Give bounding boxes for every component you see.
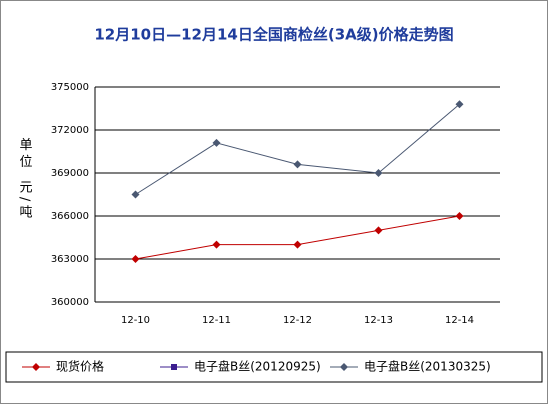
y-tick-label: 366000 xyxy=(51,211,89,222)
legend-box xyxy=(5,351,543,383)
x-tick-label: 12-13 xyxy=(364,315,393,326)
marker xyxy=(293,160,302,169)
marker xyxy=(455,212,464,220)
y-tick-label: 363000 xyxy=(51,254,89,265)
marker xyxy=(455,100,464,109)
marker xyxy=(131,255,140,263)
y-tick-label: 375000 xyxy=(51,82,89,93)
x-tick-label: 12-10 xyxy=(121,315,150,326)
y-tick-label: 372000 xyxy=(51,125,89,136)
marker xyxy=(212,138,221,147)
marker xyxy=(212,240,221,249)
x-tick-label: 12-11 xyxy=(202,315,231,326)
y-tick-label: 369000 xyxy=(51,168,89,179)
legend-marker xyxy=(171,364,177,370)
legend-marker xyxy=(340,363,348,371)
marker xyxy=(131,190,140,199)
chart-title: 12月10日—12月14日全国商检丝(3A级)价格走势图 xyxy=(94,26,453,44)
y-tick-label: 360000 xyxy=(51,297,89,308)
legend-label: 电子盘B丝(20130325) xyxy=(364,359,491,374)
legend-label: 现货价格 xyxy=(56,359,104,374)
x-tick-label: 12-12 xyxy=(283,315,312,326)
marker xyxy=(374,226,383,235)
legend-label: 电子盘B丝(20120925) xyxy=(194,359,321,374)
x-tick-label: 12-14 xyxy=(445,315,474,326)
marker xyxy=(374,169,383,177)
y-axis-label: 单位 元/吨 xyxy=(17,138,33,223)
marker xyxy=(293,240,302,249)
legend-marker xyxy=(32,363,40,371)
